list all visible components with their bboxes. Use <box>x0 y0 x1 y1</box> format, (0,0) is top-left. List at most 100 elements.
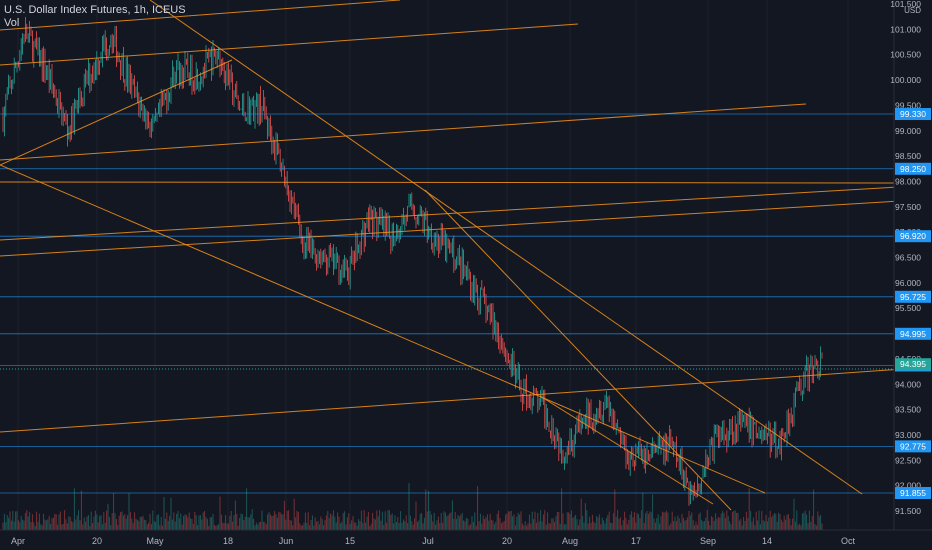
volume-bar <box>199 515 201 530</box>
volume-bar <box>773 513 775 530</box>
volume-bar <box>205 516 207 530</box>
volume-bar <box>472 521 474 530</box>
time-tick-label: Jul <box>422 536 434 546</box>
time-tick-label: Jun <box>279 536 294 546</box>
volume-bar <box>345 524 347 530</box>
volume-bar <box>764 521 766 530</box>
volume-bar <box>509 511 511 530</box>
volume-bar <box>652 494 654 530</box>
trendline[interactable] <box>539 395 714 505</box>
volume-bar <box>677 515 679 530</box>
trendline[interactable] <box>0 181 932 184</box>
volume-bar <box>478 521 480 530</box>
volume-label[interactable]: Vol <box>4 17 20 29</box>
volume-bar <box>187 517 189 530</box>
volume-bar <box>593 521 595 530</box>
price-tick-label: 100.000 <box>890 75 921 85</box>
trendline[interactable] <box>0 59 233 166</box>
volume-bar <box>706 510 708 530</box>
trendline[interactable] <box>0 103 807 161</box>
volume-bar <box>323 525 325 530</box>
volume-bar <box>64 510 66 530</box>
volume-bar <box>663 512 665 530</box>
volume-bar <box>5 522 7 530</box>
volume-bar <box>486 514 488 530</box>
volume-bar <box>566 512 568 530</box>
volume-bar <box>230 510 232 530</box>
volume-bar <box>675 521 677 530</box>
volume-bar <box>716 518 718 530</box>
volume-bar <box>223 522 225 530</box>
volume-bar <box>408 483 410 530</box>
volume-bar <box>806 514 808 530</box>
price-tick-label: 100.500 <box>890 50 921 60</box>
volume-bar <box>591 514 593 530</box>
volume-bar <box>737 512 739 530</box>
volume-bar <box>107 503 109 530</box>
trendline[interactable] <box>149 0 863 495</box>
volume-bar <box>631 511 633 530</box>
volume-bar <box>111 513 113 530</box>
volume-bar <box>510 510 512 530</box>
volume-bar <box>516 516 518 530</box>
volume-bar <box>185 514 187 530</box>
volume-bar <box>657 514 659 530</box>
volume-bar <box>520 511 522 530</box>
volume-bar <box>169 515 171 530</box>
volume-bar <box>482 515 484 530</box>
volume-bar <box>398 522 400 530</box>
volume-bar <box>772 515 774 530</box>
volume-bar <box>148 522 150 530</box>
volume-bar <box>380 520 382 530</box>
trendline[interactable] <box>424 189 732 511</box>
volume-bar <box>589 516 591 530</box>
volume-bar <box>738 520 740 530</box>
volume-bar <box>803 512 805 530</box>
price-tag <box>895 440 931 453</box>
volume-bar <box>540 510 542 530</box>
volume-bar <box>820 514 822 530</box>
trendline[interactable] <box>0 184 932 241</box>
volume-bar <box>541 521 543 530</box>
volume-bar <box>352 516 354 530</box>
volume-bar <box>388 510 390 530</box>
volume-bar <box>570 510 572 530</box>
volume-bar <box>664 512 666 530</box>
volume-bar <box>162 525 164 530</box>
volume-bar <box>439 523 441 530</box>
volume-bar <box>275 514 277 530</box>
currency-label: USD <box>904 6 921 15</box>
volume-bar <box>814 524 816 530</box>
volume-bar <box>719 517 721 530</box>
volume-bar <box>344 511 346 530</box>
volume-bar <box>260 521 262 530</box>
volume-bar <box>759 524 761 530</box>
volume-bar <box>724 518 726 530</box>
trendline[interactable] <box>0 0 401 31</box>
volume-bar <box>447 515 449 530</box>
trendline[interactable] <box>0 23 579 66</box>
volume-bar <box>636 513 638 530</box>
trendline[interactable] <box>0 164 766 494</box>
volume-bar <box>519 514 521 530</box>
volume-bar <box>604 523 606 530</box>
volume-bar <box>496 513 498 530</box>
volume-bar <box>40 524 42 530</box>
volume-bar <box>176 513 178 530</box>
trendline[interactable] <box>0 198 932 257</box>
volume-bar <box>694 525 696 530</box>
volume-bar <box>229 515 231 530</box>
time-axis[interactable] <box>0 530 932 550</box>
price-axis[interactable] <box>894 0 932 550</box>
symbol-title[interactable]: U.S. Dollar Index Futures, 1h, ICEUS <box>4 4 186 16</box>
volume-bar <box>435 524 437 530</box>
volume-bar <box>432 521 434 530</box>
volume-bar <box>307 512 309 530</box>
volume-bar <box>660 516 662 530</box>
volume-bar <box>220 514 222 530</box>
volume-bar <box>500 523 502 530</box>
trendline[interactable] <box>0 366 932 433</box>
volume-bar <box>251 509 253 530</box>
volume-bar <box>76 515 78 530</box>
